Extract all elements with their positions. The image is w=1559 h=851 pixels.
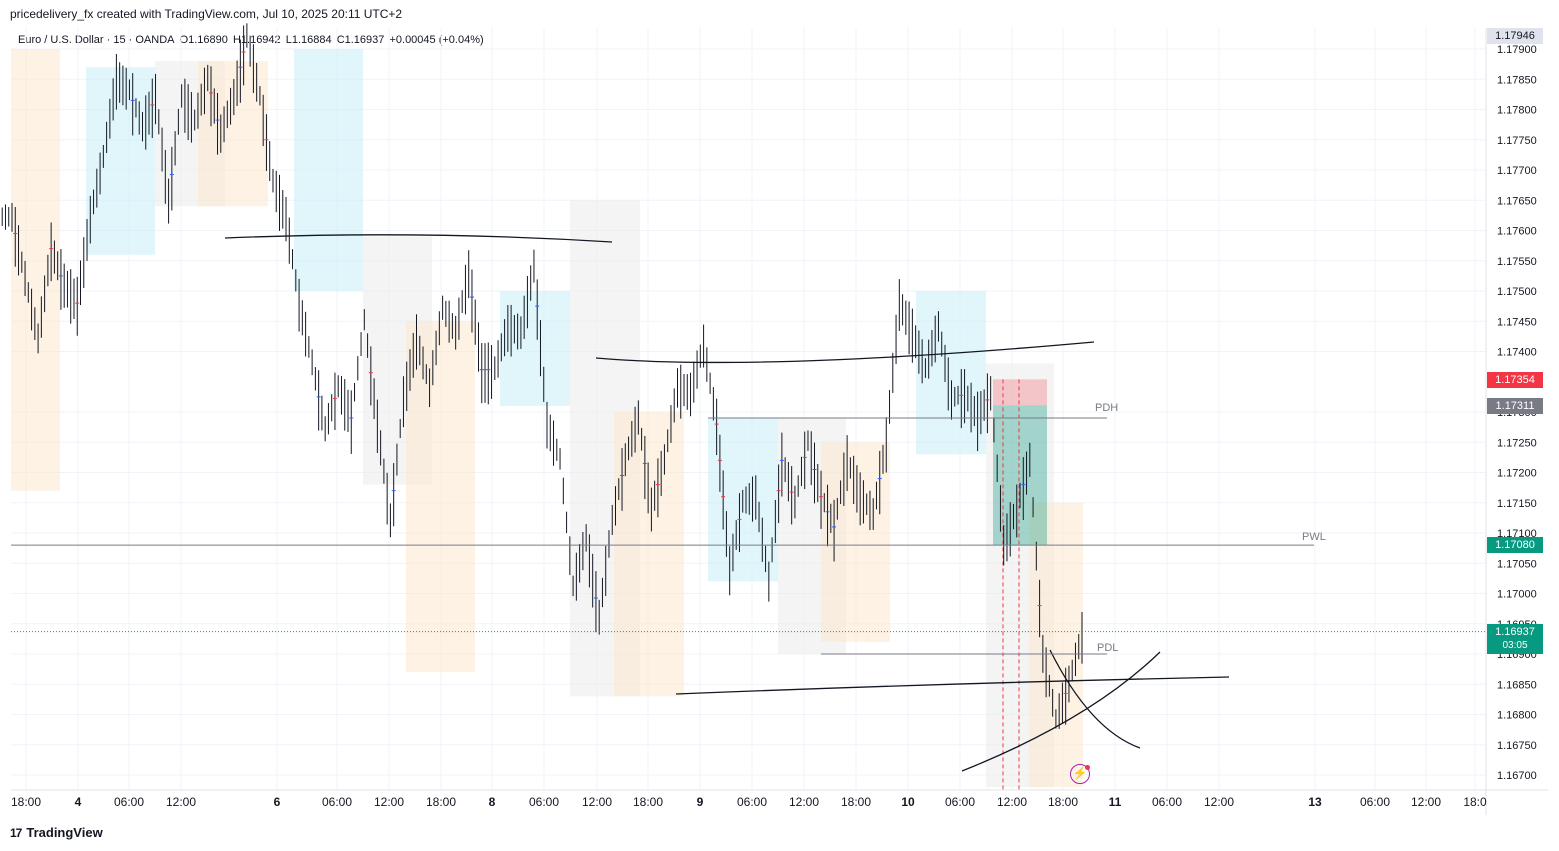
- x-tick-label: 10: [901, 795, 915, 809]
- x-tick-label: 12:00: [789, 795, 819, 809]
- notification-dot: [1085, 765, 1090, 770]
- x-tick-label: 06:00: [737, 795, 767, 809]
- x-tick-label: 06:00: [322, 795, 352, 809]
- current-price-label: 1.16937 03:05: [1487, 624, 1543, 654]
- y-tick-label: 1.17550: [1497, 256, 1537, 268]
- level-lines: [11, 417, 1486, 655]
- y-tick-label: 1.17050: [1497, 558, 1537, 570]
- lower-curve: [675, 676, 1230, 695]
- x-tick-label: 06:00: [945, 795, 975, 809]
- time-axis: 18:00 4 06:00 12:00 6 06:00 12:00 18:00 8 06:00 12…: [11, 789, 1548, 809]
- y-tick-label: 1.16750: [1497, 740, 1537, 752]
- y-tick-label: 1.17250: [1497, 437, 1537, 449]
- x-tick-label: 4: [75, 795, 82, 809]
- session-box: [916, 291, 986, 455]
- x-tick-label: 18:00: [633, 795, 663, 809]
- y-tick-label: 1.17150: [1497, 498, 1537, 510]
- pdh-label: PDH: [1095, 402, 1119, 414]
- y-tick-label: 1.17500: [1497, 286, 1537, 298]
- session-box: [198, 61, 268, 207]
- y-tick-label: 1.17450: [1497, 316, 1537, 328]
- x-tick-label: 18:00: [11, 795, 41, 809]
- ohlc-open: O1.16890: [179, 34, 228, 46]
- x-tick-label: 12:00: [166, 795, 196, 809]
- pdl-label: PDL: [1097, 642, 1119, 654]
- y-tick-label: 1.16800: [1497, 710, 1537, 722]
- session-box: [1029, 502, 1083, 788]
- take-profit-zone: [993, 405, 1047, 546]
- price-change: +0.00045 (+0.04%): [389, 34, 484, 46]
- x-tick-label: 06:00: [529, 795, 559, 809]
- tradingview-logo-icon: 17: [10, 825, 22, 840]
- y-tick-label: 1.17200: [1497, 468, 1537, 480]
- ohlc-low: L1.16884: [285, 34, 332, 46]
- x-tick-label: 13: [1308, 795, 1322, 809]
- session-box: [294, 49, 363, 291]
- ohlc-close: C1.16937: [336, 34, 385, 46]
- y-tick-label: 1.16700: [1497, 770, 1537, 782]
- x-tick-label: 18:00: [841, 795, 871, 809]
- x-tick-label: 12:00: [1204, 795, 1234, 809]
- falling-curve: [1049, 649, 1141, 749]
- session-box: [11, 49, 60, 491]
- session-boxes: [11, 49, 1083, 790]
- rising-curve: [961, 651, 1161, 772]
- chart-credit: pricedelivery_fx created with TradingVie…: [10, 7, 403, 21]
- session-box: [614, 412, 684, 697]
- top-price-label: 1.17946: [1487, 28, 1543, 44]
- x-tick-label: 18:00: [426, 795, 456, 809]
- gray-price-label: 1.17311: [1487, 398, 1543, 414]
- symbol-name[interactable]: Euro / U.S. Dollar · 15 · OANDA: [18, 34, 175, 46]
- y-tick-label: 1.17900: [1497, 44, 1537, 56]
- x-tick-label: 18:0: [1463, 795, 1487, 809]
- y-tick-label: 1.17400: [1497, 347, 1537, 359]
- current-price-value: 1.16937: [1495, 626, 1535, 638]
- session-box: [86, 67, 155, 255]
- upper-left-curve: [224, 234, 613, 243]
- candles: [1, 23, 1083, 729]
- x-tick-label: 12:00: [1411, 795, 1441, 809]
- x-tick-label: 9: [697, 795, 704, 809]
- trend-drawings: [224, 234, 1230, 772]
- ohlc-high: H1.16942: [232, 34, 281, 46]
- y-tick-label: 1.17750: [1497, 135, 1537, 147]
- session-box: [500, 291, 570, 406]
- y-tick-label: 1.17800: [1497, 105, 1537, 117]
- y-tick-label: 1.17000: [1497, 589, 1537, 601]
- x-tick-label: 11: [1109, 795, 1122, 809]
- pwl-price-label: 1.17080: [1487, 537, 1543, 553]
- x-tick-label: 12:00: [582, 795, 612, 809]
- lightning-icon[interactable]: ⚡: [1070, 764, 1090, 784]
- x-tick-label: 8: [489, 795, 496, 809]
- x-tick-label: 12:00: [374, 795, 404, 809]
- pwl-label: PWL: [1302, 531, 1326, 543]
- price-axis: 1.17900 1.17850 1.17800 1.17750 1.17700 1.176…: [1485, 28, 1537, 815]
- y-tick-label: 1.17700: [1497, 165, 1537, 177]
- session-box: [821, 442, 890, 642]
- session-box: [406, 321, 475, 673]
- x-tick-label: 18:00: [1048, 795, 1078, 809]
- symbol-legend: Euro / U.S. Dollar · 15 · OANDA O1.16890…: [18, 34, 486, 46]
- red-price-label: 1.17354: [1487, 372, 1543, 388]
- stop-loss-zone: [993, 379, 1047, 406]
- y-tick-label: 1.17600: [1497, 226, 1537, 238]
- x-tick-label: 12:00: [997, 795, 1027, 809]
- y-tick-label: 1.17850: [1497, 74, 1537, 86]
- x-tick-label: 06:00: [1360, 795, 1390, 809]
- middle-curve: [595, 341, 1095, 364]
- bar-countdown: 03:05: [1502, 640, 1528, 651]
- x-tick-label: 6: [274, 795, 281, 809]
- y-tick-label: 1.17650: [1497, 195, 1537, 207]
- y-tick-label: 1.16850: [1497, 679, 1537, 691]
- brand-footer: 17 TradingView: [10, 825, 103, 840]
- x-tick-label: 06:00: [1152, 795, 1182, 809]
- x-tick-label: 06:00: [114, 795, 144, 809]
- brand-name: TradingView: [26, 825, 103, 840]
